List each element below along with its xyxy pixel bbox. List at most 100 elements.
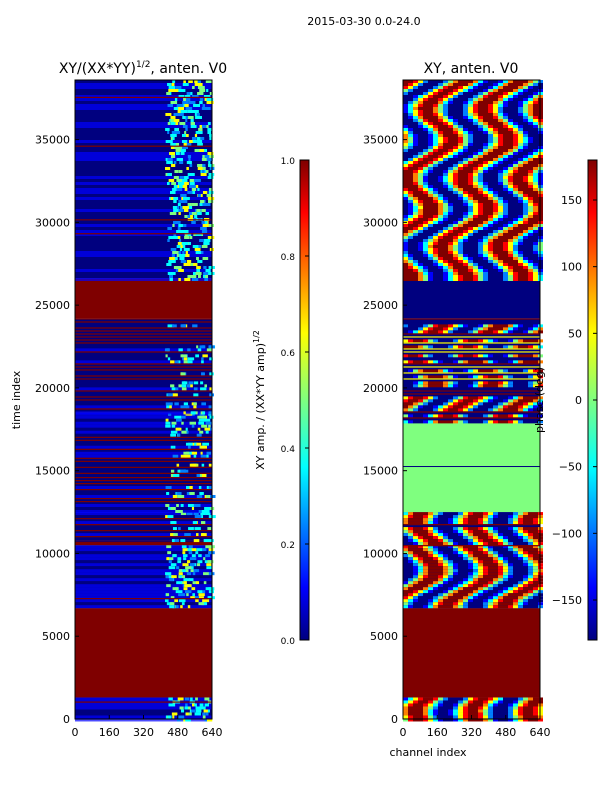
heatmap-cell [423,224,428,227]
heatmap-cell [438,134,443,137]
heatmap-band [75,227,212,230]
heatmap-cell [523,143,528,146]
heatmap-cell [493,275,498,278]
heatmap-cell [458,131,463,134]
heatmap-cell [518,122,523,125]
heatmap-cell [468,545,473,549]
heatmap-cell [528,709,533,713]
heatmap-cell [513,146,518,149]
heatmap-cell [428,515,433,519]
heatmap-cell [533,575,538,579]
heatmap-cell [433,191,438,194]
heatmap-cell [523,149,528,152]
heatmap-cell [192,245,200,248]
heatmap-cell [448,89,453,92]
heatmap-cell [518,134,523,137]
heatmap-cell [184,116,190,119]
heatmap-cell [423,360,428,364]
heatmap-cell [503,191,508,194]
heatmap-cell [413,167,418,170]
heatmap-cell [418,551,423,555]
heatmap-cell [428,420,433,424]
heatmap-cell [493,381,498,385]
heatmap-cell [443,408,448,412]
heatmap-cell [186,491,191,495]
heatmap-cell [473,327,478,331]
heatmap-cell [186,143,192,146]
heatmap-cell [453,203,458,206]
heatmap-cell [488,548,493,552]
heatmap-cell [488,233,493,236]
heatmap-cell [201,418,207,422]
heatmap-cell [413,239,418,242]
heatmap-band [75,215,212,218]
heatmap-band [75,203,212,206]
heatmap-cell [488,327,493,331]
heatmap-cell [443,703,448,707]
heatmap-cell [468,149,473,152]
heatmap-cell [463,83,468,86]
heatmap-cell [458,581,463,585]
heatmap-cell [167,575,173,579]
heatmap-cell [196,269,200,272]
heatmap-cell [443,605,448,609]
heatmap-cell [438,83,443,86]
heatmap-cell [433,515,438,519]
heatmap-cell [403,533,408,537]
heatmap-cell [418,218,423,221]
heatmap-cell [203,95,211,98]
heatmap-cell [448,420,453,424]
heatmap-cell [438,188,443,191]
heatmap-cell [478,257,483,260]
heatmap-cell [204,239,210,242]
heatmap-cell [478,405,483,409]
heatmap-cell [503,593,508,597]
heatmap-cell [448,521,453,525]
heatmap-cell [503,697,508,701]
heatmap-cell [458,116,463,119]
heatmap-cell [458,569,463,573]
heatmap-cell [488,339,493,343]
heatmap-cell [165,485,172,489]
heatmap-cell [165,402,173,406]
heatmap-cell [181,545,187,549]
heatmap-cell [488,324,493,328]
heatmap-cell [418,251,423,254]
heatmap-cell [176,206,180,209]
heatmap-cell [478,327,483,331]
heatmap-cell [196,113,200,116]
heatmap-cell [423,254,428,257]
heatmap-cell [523,128,528,131]
heatmap-cell [413,224,418,227]
heatmap-cell [453,191,458,194]
heatmap-cell [433,149,438,152]
heatmap-cell [423,369,428,373]
heatmap-cell [408,575,413,579]
heatmap-cell [423,98,428,101]
heatmap-cell [498,206,503,209]
heatmap-cell [413,587,418,591]
heatmap-cell [518,275,523,278]
heatmap-cell [483,327,488,331]
heatmap-cell [438,95,443,98]
heatmap-cell [408,709,413,713]
heatmap-cell [488,269,493,272]
heatmap-cell [458,706,463,710]
heatmap-cell [528,83,533,86]
heatmap-cell [453,158,458,161]
heatmap-cell [438,278,443,281]
heatmap-cell [182,125,188,128]
heatmap-cell [483,578,488,582]
heatmap-cell [513,197,518,200]
y-tick-label: 0 [63,713,70,726]
heatmap-cell [170,134,177,137]
heatmap-cell [458,278,463,281]
heatmap-cell [508,414,513,418]
heatmap-cell [523,197,528,200]
heatmap-cell [179,161,184,164]
heatmap-cell [182,381,188,385]
heatmap-cell [443,278,448,281]
heatmap-cell [533,396,538,400]
heatmap-cell [403,233,408,236]
heatmap-cell [199,596,204,600]
